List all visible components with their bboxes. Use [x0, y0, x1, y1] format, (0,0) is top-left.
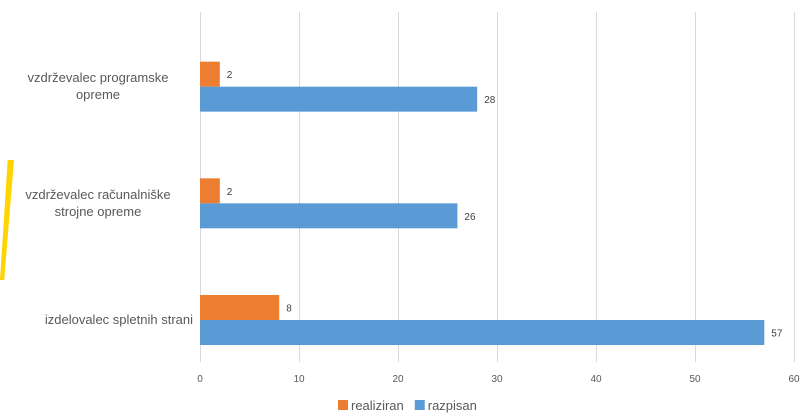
- legend-swatch: [414, 400, 425, 410]
- x-tick-label: 10: [293, 374, 305, 385]
- legend: realiziran razpisan: [338, 398, 477, 413]
- bar-realiziran-1: [200, 178, 220, 204]
- data-label-realiziran: 2: [227, 70, 233, 81]
- category-label: vzdrževalec računalniške strojne opreme: [25, 187, 170, 219]
- data-label-realiziran: 2: [227, 187, 233, 198]
- legend-label: realiziran: [351, 398, 404, 413]
- x-axis-ticks: 0 10 20 30 40 50 60: [197, 374, 800, 385]
- legend-swatch: [338, 400, 348, 410]
- x-tick-label: 60: [788, 374, 800, 385]
- data-label-razpisan: 26: [464, 212, 476, 223]
- bar-realiziran-2: [200, 295, 280, 320]
- category-label: izdelovalec spletnih strani: [45, 312, 193, 327]
- bar-razpisan-1: [200, 203, 458, 229]
- bar-razpisan-2: [200, 320, 765, 345]
- x-tick-label: 0: [197, 374, 203, 385]
- bar-razpisan-0: [200, 86, 478, 112]
- x-tick-label: 20: [392, 374, 404, 385]
- bars: 2 28 2 26 8 57: [200, 61, 783, 345]
- bar-realiziran-0: [200, 61, 220, 87]
- data-label-realiziran: 8: [286, 304, 292, 315]
- data-label-razpisan: 57: [771, 329, 783, 340]
- legend-item-razpisan: razpisan: [414, 398, 477, 413]
- data-label-razpisan: 28: [484, 95, 496, 106]
- category-labels: vzdrževalec programske opreme vzdrževalec …: [25, 70, 193, 327]
- x-tick-label: 40: [590, 374, 602, 385]
- legend-item-realiziran: realiziran: [338, 398, 404, 413]
- legend-label: razpisan: [428, 398, 477, 413]
- x-tick-label: 50: [689, 374, 701, 385]
- x-tick-label: 30: [491, 374, 503, 385]
- category-label: vzdrževalec programske opreme: [28, 70, 169, 102]
